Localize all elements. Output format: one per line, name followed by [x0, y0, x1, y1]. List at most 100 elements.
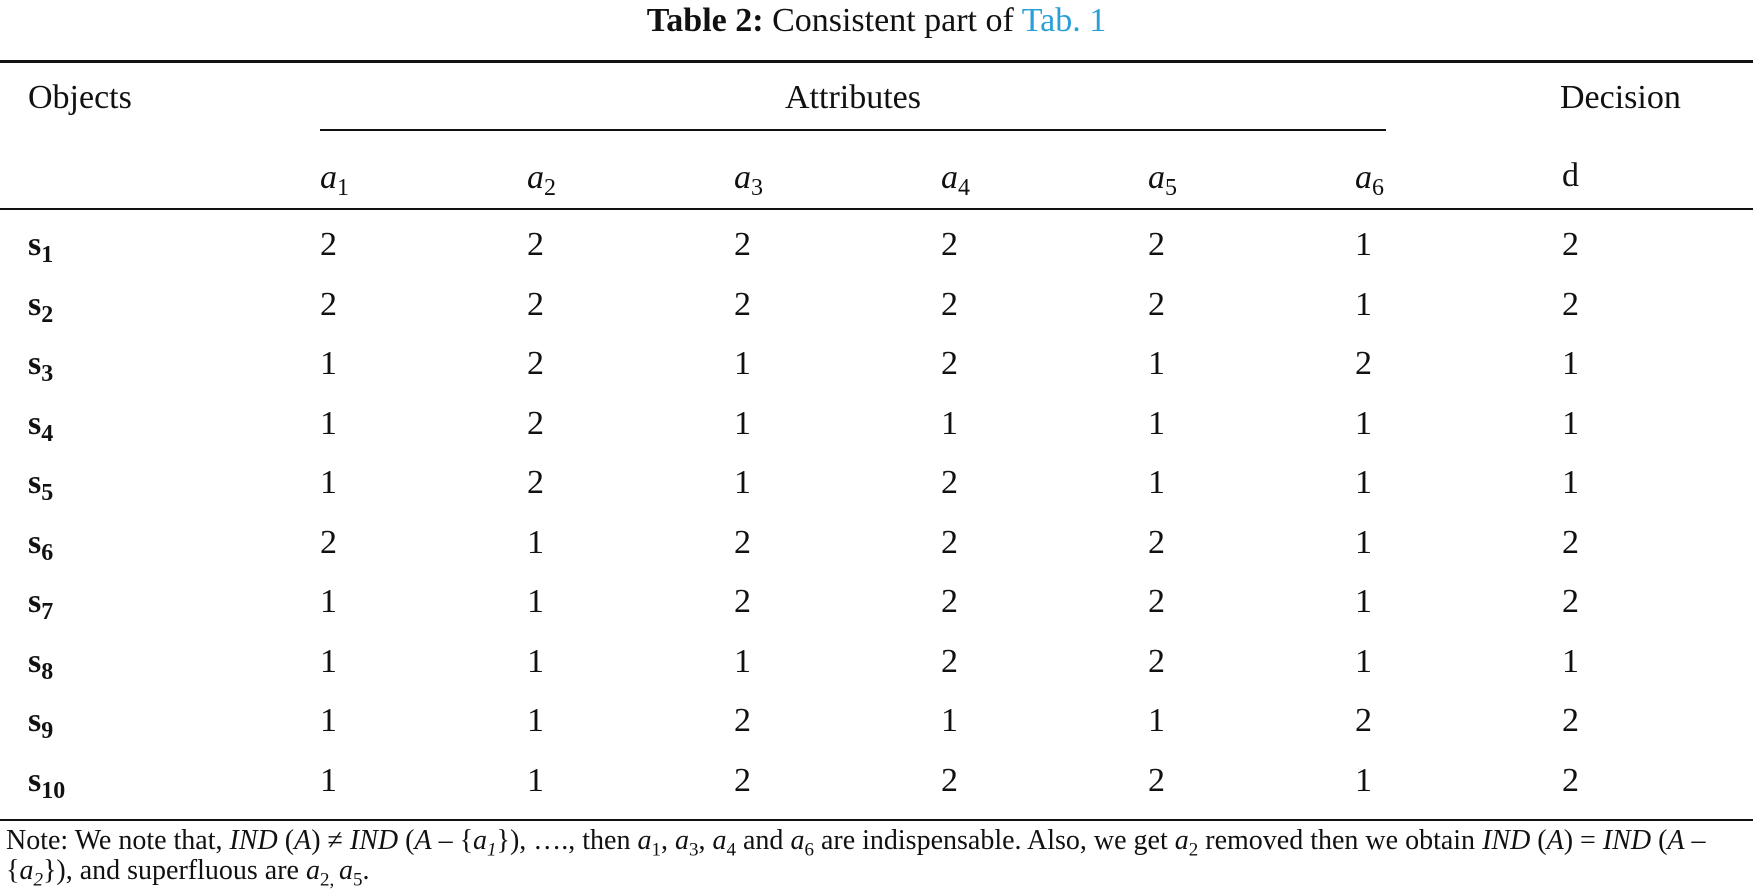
note-text: are indispensable. Also, we get — [813, 825, 1175, 856]
attribute-name-base: a — [1148, 159, 1165, 196]
cell-value: 2 — [1355, 345, 1372, 382]
note-text: 3 — [689, 839, 699, 861]
cell-value: 2 — [320, 285, 337, 323]
cell-value: 2 — [941, 642, 958, 680]
note-text: 2, — [319, 869, 339, 891]
cell-value: 1 — [527, 523, 544, 561]
attribute-name: a6 — [1355, 158, 1384, 201]
objects-header: Objects — [28, 79, 132, 116]
cell-value: 2 — [1148, 226, 1165, 263]
caption-text: Consistent part of — [772, 2, 1014, 39]
cell-value: 1 — [527, 702, 544, 739]
object-name: s2 — [28, 285, 53, 327]
object-name-base: s — [28, 761, 42, 799]
cell-value: 1 — [734, 642, 751, 680]
object-name: s5 — [28, 463, 54, 506]
cell-value: 1 — [734, 404, 751, 442]
object-name-sub: 8 — [41, 658, 54, 685]
bottom-rule — [0, 819, 1753, 821]
attributes-header: Attributes — [785, 79, 921, 116]
cell-value: 1 — [320, 642, 337, 680]
cell-value: 2 — [941, 285, 958, 323]
object-name-sub: 3 — [41, 361, 54, 387]
note-text: A — [1546, 825, 1564, 856]
object-name-base: s — [28, 642, 42, 680]
note-text: a — [675, 825, 689, 856]
object-name-base: s — [28, 226, 42, 263]
attribute-name-base: a — [527, 159, 544, 196]
note-text: , — [661, 825, 675, 856]
cell-value: 1 — [527, 761, 544, 799]
caption-link[interactable]: Tab. 1 — [1021, 2, 1107, 39]
note-text: IND — [1602, 825, 1652, 856]
note-text: 1 — [487, 839, 497, 861]
cell-value: 2 — [527, 226, 544, 263]
cell-value: 2 — [734, 285, 751, 323]
cell-value: 1 — [320, 702, 337, 739]
decision-value: 2 — [1562, 285, 1579, 323]
attribute-name-sub: 6 — [1372, 175, 1384, 201]
decision-value: 2 — [1562, 226, 1579, 263]
note-text: – { — [6, 825, 1706, 886]
note-text: IND — [229, 825, 278, 856]
cell-value: 2 — [734, 702, 751, 739]
cell-value: 1 — [1355, 523, 1372, 561]
cell-value: 2 — [941, 345, 958, 382]
note-text: Note: We note that, — [6, 825, 230, 856]
note-text: a — [712, 825, 727, 856]
cell-value: 2 — [1148, 761, 1165, 799]
attribute-name: a3 — [734, 158, 763, 200]
object-name-sub: 7 — [41, 599, 54, 625]
cell-value: 2 — [734, 583, 751, 620]
cell-value: 1 — [1355, 761, 1372, 799]
cell-value: 1 — [1148, 404, 1165, 442]
note-text: ( — [277, 825, 295, 856]
attribute-name-base: a — [1355, 159, 1372, 196]
object-name: s4 — [28, 404, 53, 446]
decision-value: 1 — [1562, 404, 1579, 442]
cell-value: 2 — [941, 226, 958, 263]
cell-value: 2 — [527, 285, 544, 323]
cell-value: 2 — [527, 464, 544, 501]
object-name-sub: 10 — [41, 777, 66, 804]
attributes-rule — [320, 129, 1386, 131]
cell-value: 1 — [1148, 464, 1165, 501]
note-text: A — [294, 825, 312, 856]
attribute-name: a5 — [1148, 158, 1177, 201]
cell-value: 2 — [527, 345, 544, 382]
note-text: ( — [1530, 825, 1547, 856]
attribute-name-sub: 5 — [1165, 175, 1177, 201]
object-name-base: s — [28, 464, 42, 501]
note-text: a — [1174, 825, 1189, 856]
decision-value: 1 — [1562, 642, 1579, 680]
object-name-sub: 5 — [41, 480, 54, 506]
header-rule — [0, 208, 1753, 210]
cell-value: 2 — [734, 226, 751, 263]
cell-value: 1 — [1355, 226, 1372, 263]
attribute-name-base: a — [734, 159, 751, 196]
note-text: removed then we obtain — [1198, 825, 1483, 856]
object-name-sub: 1 — [41, 242, 54, 268]
cell-value: 2 — [320, 226, 337, 263]
cell-value: 1 — [734, 464, 751, 501]
cell-value: 2 — [941, 464, 958, 501]
attribute-name: a2 — [527, 158, 556, 200]
object-name-base: s — [28, 404, 42, 442]
cell-value: 2 — [1355, 702, 1372, 739]
caption: Table 2: Consistent part of Tab. 1 — [0, 2, 1753, 40]
object-name-base: s — [28, 285, 42, 323]
attribute-name: a1 — [320, 158, 349, 200]
note-text: a — [338, 855, 353, 886]
cell-value: 1 — [1148, 702, 1165, 739]
decision-value: 2 — [1562, 761, 1579, 799]
cell-value: 1 — [527, 583, 544, 620]
object-name-base: s — [28, 345, 42, 382]
note-text: . — [362, 855, 370, 886]
note-text: }), and superfluous are — [42, 855, 306, 886]
cell-value: 2 — [941, 761, 958, 799]
object-name-base: s — [28, 702, 42, 739]
attribute-name-base: a — [320, 159, 337, 196]
note-text: 5 — [352, 869, 363, 891]
object-name-base: s — [28, 523, 42, 561]
note-text: ( — [398, 825, 415, 856]
